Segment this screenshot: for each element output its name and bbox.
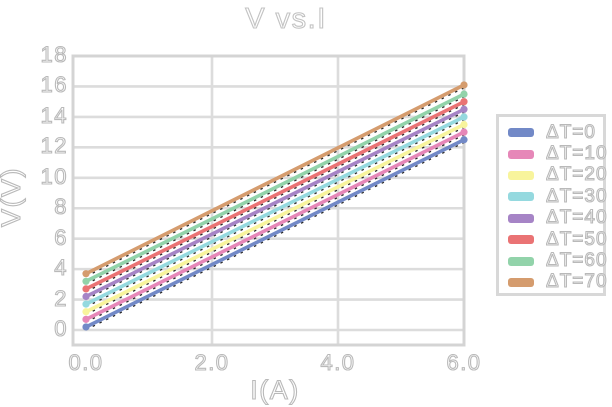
legend-item: ΔT=40 [499,207,607,229]
series-point-5 [460,98,468,106]
legend-item-label: ΔT=10 [545,143,608,165]
y-tick-label: 12 [40,133,68,159]
x-tick-label: 4.0 [320,350,356,375]
series-line-5 [84,99,466,291]
y-tick-label: 6 [54,224,68,250]
series-line-4 [84,107,466,299]
series-underlay-4 [85,111,465,300]
series-point-3 [460,113,468,121]
legend-item: ΔT=20 [499,164,607,186]
series-point-7 [82,270,90,278]
legend-swatch [508,235,534,245]
y-tick-label: 16 [40,72,68,98]
x-axis-label: I(A) [250,374,300,405]
series-point-0 [82,323,90,331]
series-underlay-6 [85,96,465,285]
series-point-2 [82,308,90,316]
legend-item: ΔT=30 [499,185,607,207]
legend-item-label: ΔT=40 [545,207,608,229]
legend-item-label: ΔT=20 [545,164,608,186]
series-point-0 [460,136,468,144]
y-tick-label: 4 [54,255,68,281]
y-tick-label: 0 [54,316,68,341]
series-line-2 [84,122,466,314]
legend-item: ΔT=70 [499,271,607,293]
series-point-6 [460,90,468,98]
series-point-5 [82,285,90,293]
legend-swatch [508,277,534,287]
y-tick-label: 14 [40,102,68,128]
series-underlay-5 [85,103,465,293]
series-point-7 [460,81,468,89]
x-tick-label: 6.0 [446,350,482,375]
legend-item-label: ΔT=70 [545,271,608,293]
legend-item-label: ΔT=50 [545,228,608,250]
x-tick-label: 2.0 [194,350,230,375]
series-line-1 [84,130,466,322]
series-point-4 [82,292,90,301]
x-tick-label: 0.0 [68,350,104,375]
series-underlay-0 [85,141,465,331]
series-point-6 [82,277,90,285]
series-line-6 [84,92,466,284]
series-underlay-2 [85,126,465,316]
legend-item-label: ΔT=30 [545,185,608,207]
legend-swatch [508,149,534,159]
series-point-3 [82,300,90,308]
legend-item: ΔT=60 [499,249,607,272]
series-underlay-7 [85,87,465,278]
legend-swatch [508,192,534,202]
y-tick-label: 18 [40,42,68,68]
legend-item-label: ΔT=60 [545,249,608,272]
series-underlay-1 [85,134,465,323]
series-point-1 [460,128,468,136]
plot-border [71,54,466,347]
series-point-1 [82,315,90,323]
y-tick-label: 2 [54,285,68,311]
legend-swatch [508,170,534,180]
legend-swatch [508,128,534,138]
series-underlay-3 [85,119,465,308]
series-line-7 [84,83,466,276]
series-point-2 [460,120,468,129]
legend: ΔT=0 ΔT=10 ΔT=20 ΔT=30 ΔT=40 ΔT=50 ΔT=60 ΔT=70 [496,114,607,296]
series-point-4 [460,105,468,113]
legend-swatch [508,256,534,266]
legend-item: ΔT=50 [499,228,607,250]
y-tick-label: 10 [40,163,68,189]
series-line-3 [84,115,466,306]
chart-title: V vs.I [245,2,327,35]
legend-item: ΔT=10 [499,143,607,165]
y-tick-label: 8 [54,194,68,220]
legend-swatch [508,213,534,223]
legend-item-label: ΔT=0 [545,121,596,143]
legend-item: ΔT=0 [499,121,603,143]
series-line-0 [84,137,466,329]
